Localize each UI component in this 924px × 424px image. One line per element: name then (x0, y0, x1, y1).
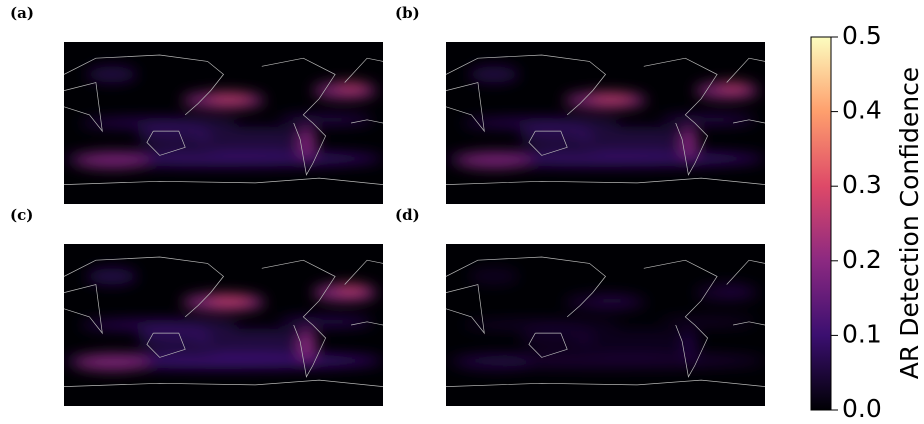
field-blob (191, 126, 320, 153)
field-blob (717, 82, 750, 93)
field-blob (207, 295, 253, 306)
field-blob (137, 124, 214, 148)
field-blob (86, 66, 138, 83)
map-panel: (c) (10, 206, 383, 406)
field (64, 66, 383, 169)
field-blob (519, 124, 596, 148)
field-blob (678, 328, 699, 361)
field-blob (573, 126, 702, 153)
field-blob (461, 118, 622, 128)
field-blob (79, 320, 240, 330)
coastline (64, 82, 103, 133)
coastlines (446, 54, 765, 185)
coastline (64, 177, 383, 185)
coastline (446, 82, 485, 133)
coastlines (446, 256, 765, 387)
field-blob (573, 328, 702, 355)
field-blob (455, 354, 533, 371)
coastline (64, 256, 224, 318)
coastline (643, 259, 718, 378)
colorbar-tick-label: 0.3 (842, 170, 882, 199)
colorbar-tick-label: 0.5 (842, 21, 882, 50)
map-panel: (b) (395, 4, 765, 204)
field-blob (659, 316, 756, 327)
coastline (446, 54, 606, 116)
coastline (643, 57, 718, 176)
field-blob (335, 284, 368, 295)
coastlines (64, 256, 383, 387)
field-blob (519, 326, 596, 350)
panel-label: (a) (10, 4, 34, 22)
field-blob (589, 295, 635, 306)
coastline (528, 332, 568, 358)
field-blob (589, 93, 635, 104)
coastline (446, 256, 606, 318)
coastline (146, 130, 186, 156)
field-blob (335, 82, 368, 93)
colorbar (810, 36, 832, 411)
field-blob (455, 152, 533, 169)
field (446, 66, 765, 169)
coastline (528, 130, 568, 156)
coastline (146, 332, 186, 358)
colorbar-tick-label: 0.0 (842, 394, 882, 423)
coastline (261, 57, 336, 176)
panel-label: (b) (395, 4, 420, 22)
field-blob (678, 126, 699, 159)
field-blob (277, 316, 374, 327)
map-panel: (a) (10, 4, 383, 204)
colorbar-tick-label: 0.2 (842, 245, 882, 274)
panel-label: (d) (395, 206, 420, 224)
coastline (733, 321, 765, 326)
field-blob (277, 114, 374, 125)
coastline (726, 57, 765, 83)
field-blob (659, 114, 756, 125)
coastline (733, 119, 765, 124)
colorbar-tick-label: 0.4 (842, 96, 882, 125)
field-blob (86, 268, 138, 285)
coastline (351, 321, 383, 326)
field-blob (73, 354, 151, 371)
coastline (64, 284, 103, 335)
field (64, 268, 383, 371)
coastlines (64, 54, 383, 185)
coastline (446, 177, 765, 185)
coastline (261, 259, 336, 378)
coastline (446, 379, 765, 387)
field-blob (79, 118, 240, 128)
panel-label: (c) (10, 206, 33, 224)
coastline (344, 259, 383, 285)
coastline (726, 259, 765, 285)
coastline (64, 379, 383, 387)
field-blob (461, 320, 622, 330)
field-blob (717, 284, 750, 295)
coastline (446, 284, 485, 335)
field (446, 268, 765, 371)
coastline (64, 54, 224, 116)
field-blob (296, 126, 317, 159)
field-blob (73, 152, 151, 169)
colorbar-axis: 0.0 0.1 0.2 0.3 0.4 0.5 (831, 21, 882, 423)
coastline (351, 119, 383, 124)
panels: (a) (b) (c) (d) (10, 4, 765, 406)
field-blob (468, 66, 520, 83)
field-blob (468, 268, 520, 285)
coastline (344, 57, 383, 83)
field-blob (296, 328, 317, 361)
colorbar-tick-label: 0.1 (842, 319, 882, 348)
colorbar-label: AR Detection Confidence (895, 67, 924, 379)
field-blob (137, 326, 214, 350)
field-blob (191, 328, 320, 355)
map-panel: (d) (395, 206, 765, 406)
field-blob (207, 93, 253, 104)
